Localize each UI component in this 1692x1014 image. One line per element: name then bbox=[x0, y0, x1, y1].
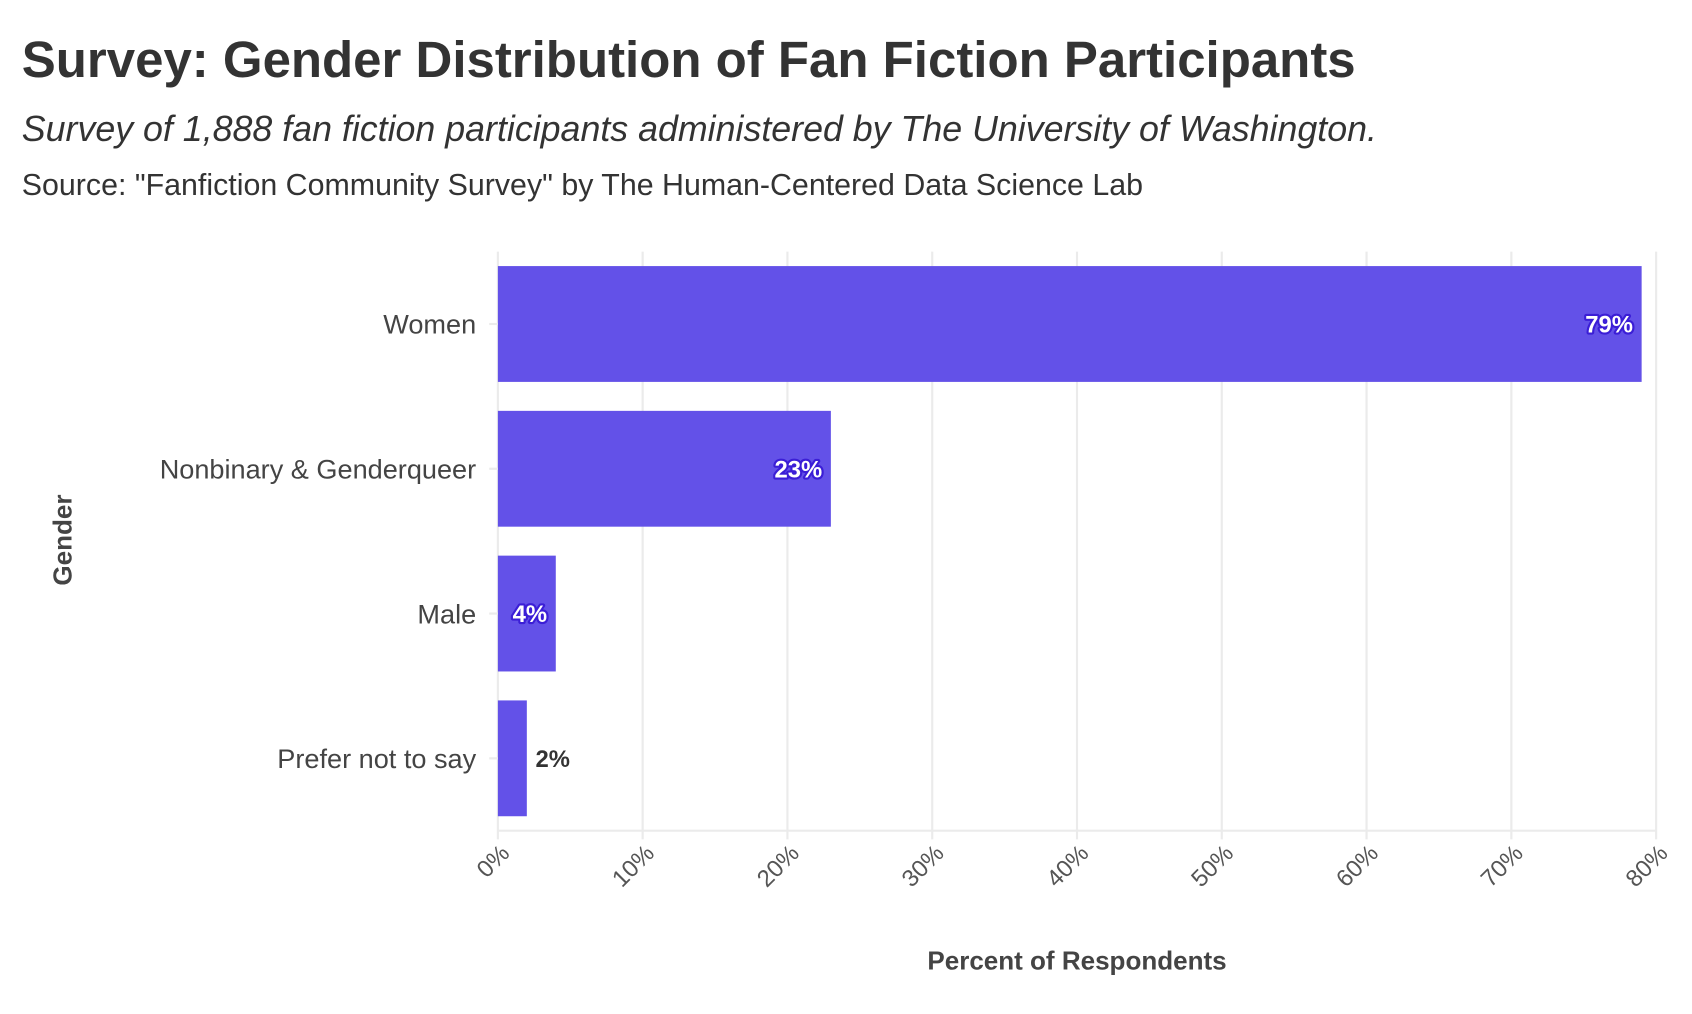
x-tick-label: 70% bbox=[1476, 840, 1529, 893]
chart-source: Source: "Fanfiction Community Survey" by… bbox=[22, 169, 1143, 202]
category-label: Prefer not to say bbox=[277, 743, 476, 774]
x-tick-label: 20% bbox=[752, 840, 805, 893]
bar bbox=[497, 700, 527, 817]
bar bbox=[497, 410, 831, 527]
data-label: 4% bbox=[513, 601, 547, 628]
chart-title: Survey: Gender Distribution of Fan Ficti… bbox=[22, 31, 1356, 88]
category-labels: Women Nonbinary & Genderqueer Male Prefer n… bbox=[160, 309, 477, 774]
x-tick-label: 0% bbox=[472, 840, 515, 883]
x-tick-label: 30% bbox=[897, 840, 950, 893]
x-tick-label: 40% bbox=[1041, 840, 1094, 893]
category-label: Nonbinary & Genderqueer bbox=[160, 454, 476, 485]
data-label: 79% bbox=[1585, 312, 1633, 339]
x-tick-label: 60% bbox=[1331, 840, 1384, 893]
y-axis-title: Gender bbox=[48, 495, 78, 586]
bar bbox=[497, 555, 556, 672]
category-label: Women bbox=[383, 309, 476, 340]
data-label: 2% bbox=[536, 746, 570, 773]
bars: 79% 23% 4% 2% bbox=[489, 266, 1642, 817]
x-tick-label: 50% bbox=[1186, 840, 1239, 893]
x-axis-title: Percent of Respondents bbox=[927, 946, 1226, 976]
category-label: Male bbox=[417, 598, 476, 629]
chart-subtitle: Survey of 1,888 fan fiction participants… bbox=[22, 109, 1377, 149]
data-label: 23% bbox=[774, 456, 822, 483]
x-tick-labels: 0% 10% 20% 30% 40% 50% 60% 70% 80% bbox=[472, 840, 1674, 893]
x-tick-label: 10% bbox=[607, 840, 660, 893]
x-tick-label: 80% bbox=[1621, 840, 1674, 893]
bar bbox=[497, 266, 1642, 382]
